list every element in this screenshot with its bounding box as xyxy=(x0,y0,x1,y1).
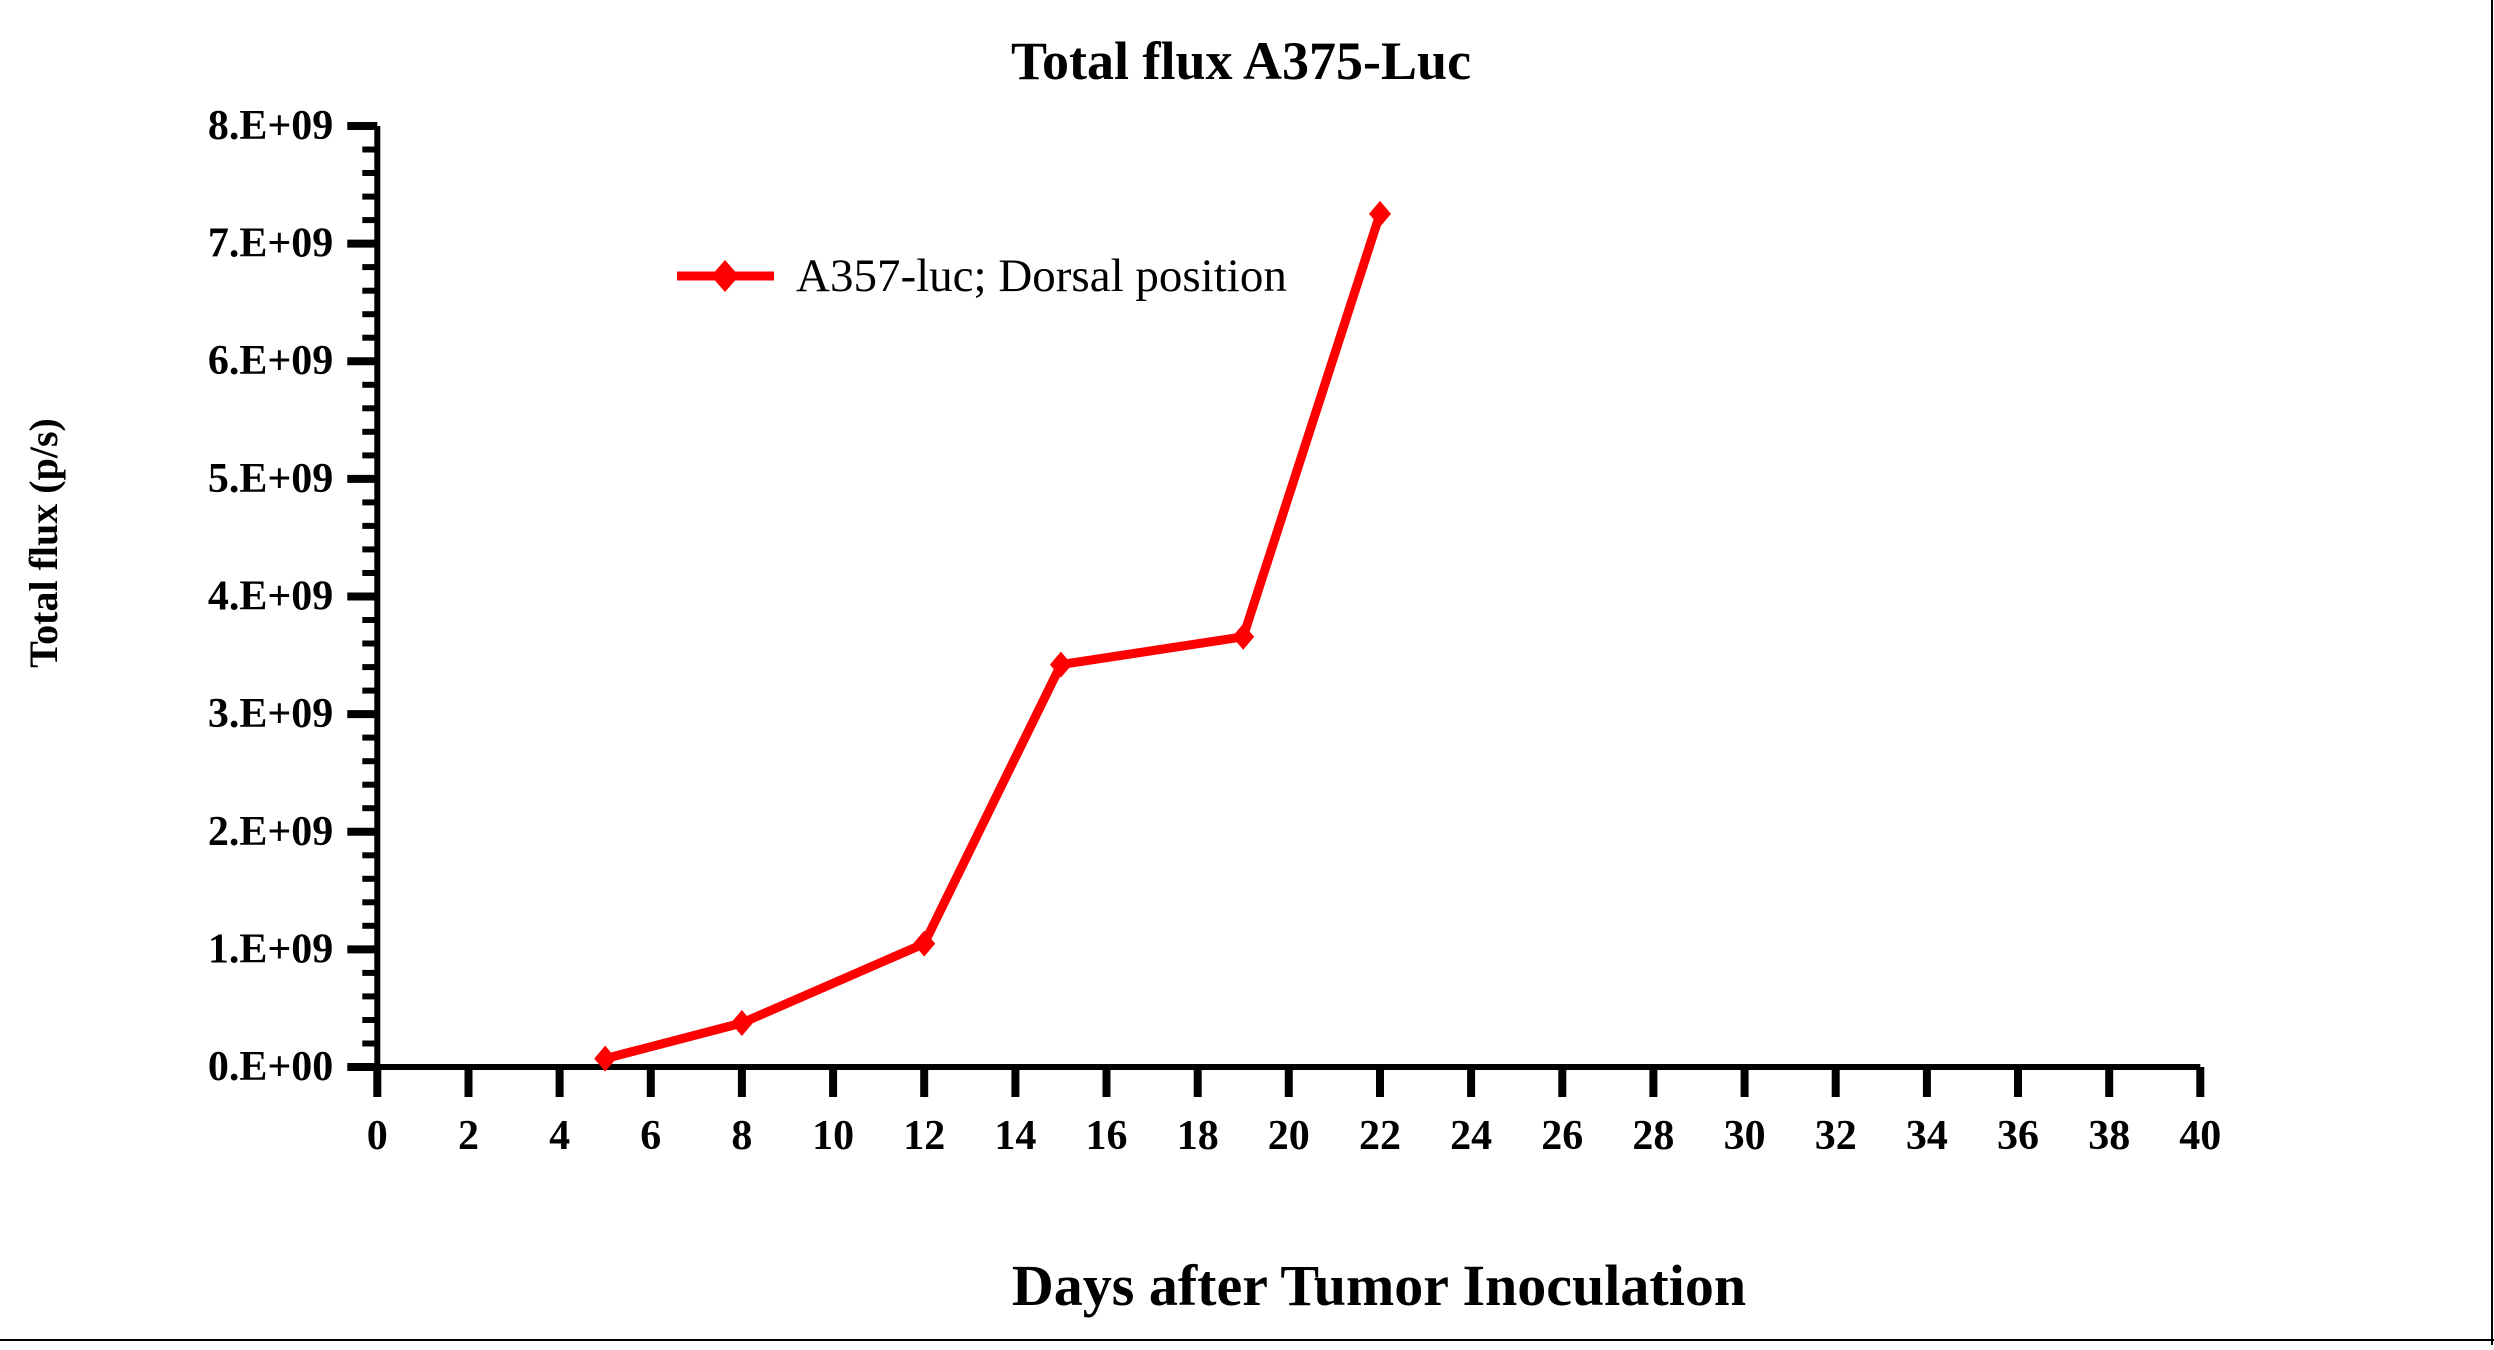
svg-text:24: 24 xyxy=(1450,1113,1492,1159)
svg-text:26: 26 xyxy=(1541,1113,1583,1159)
svg-text:2: 2 xyxy=(458,1113,479,1159)
svg-text:A357-luc; Dorsal position: A357-luc; Dorsal position xyxy=(796,250,1287,302)
svg-text:Total flux (p/s): Total flux (p/s) xyxy=(21,418,66,668)
svg-text:36: 36 xyxy=(1997,1113,2039,1159)
svg-text:6: 6 xyxy=(640,1113,661,1159)
svg-text:2.E+09: 2.E+09 xyxy=(208,809,333,855)
svg-text:6.E+09: 6.E+09 xyxy=(208,338,333,384)
svg-text:3.E+09: 3.E+09 xyxy=(208,691,333,737)
svg-text:38: 38 xyxy=(2088,1113,2130,1159)
svg-text:8: 8 xyxy=(731,1113,752,1159)
svg-text:4.E+09: 4.E+09 xyxy=(208,574,333,620)
svg-text:40: 40 xyxy=(2179,1113,2221,1159)
svg-text:1.E+09: 1.E+09 xyxy=(208,926,333,972)
svg-text:Days after Tumor Inoculation: Days after Tumor Inoculation xyxy=(1012,1253,1746,1318)
svg-text:20: 20 xyxy=(1268,1113,1310,1159)
svg-text:12: 12 xyxy=(903,1113,945,1159)
svg-text:34: 34 xyxy=(1906,1113,1948,1159)
svg-text:0.E+00: 0.E+00 xyxy=(208,1044,333,1090)
svg-text:5.E+09: 5.E+09 xyxy=(208,456,333,502)
svg-text:10: 10 xyxy=(812,1113,854,1159)
svg-text:28: 28 xyxy=(1632,1113,1674,1159)
svg-text:8.E+09: 8.E+09 xyxy=(208,103,333,149)
svg-text:Total flux A375-Luc: Total flux A375-Luc xyxy=(1011,31,1471,91)
svg-text:7.E+09: 7.E+09 xyxy=(208,221,333,267)
svg-text:22: 22 xyxy=(1359,1113,1401,1159)
svg-text:32: 32 xyxy=(1815,1113,1857,1159)
svg-text:0: 0 xyxy=(367,1113,388,1159)
svg-text:16: 16 xyxy=(1086,1113,1128,1159)
svg-text:18: 18 xyxy=(1177,1113,1219,1159)
svg-text:30: 30 xyxy=(1724,1113,1766,1159)
svg-text:4: 4 xyxy=(549,1113,570,1159)
svg-text:14: 14 xyxy=(994,1113,1036,1159)
